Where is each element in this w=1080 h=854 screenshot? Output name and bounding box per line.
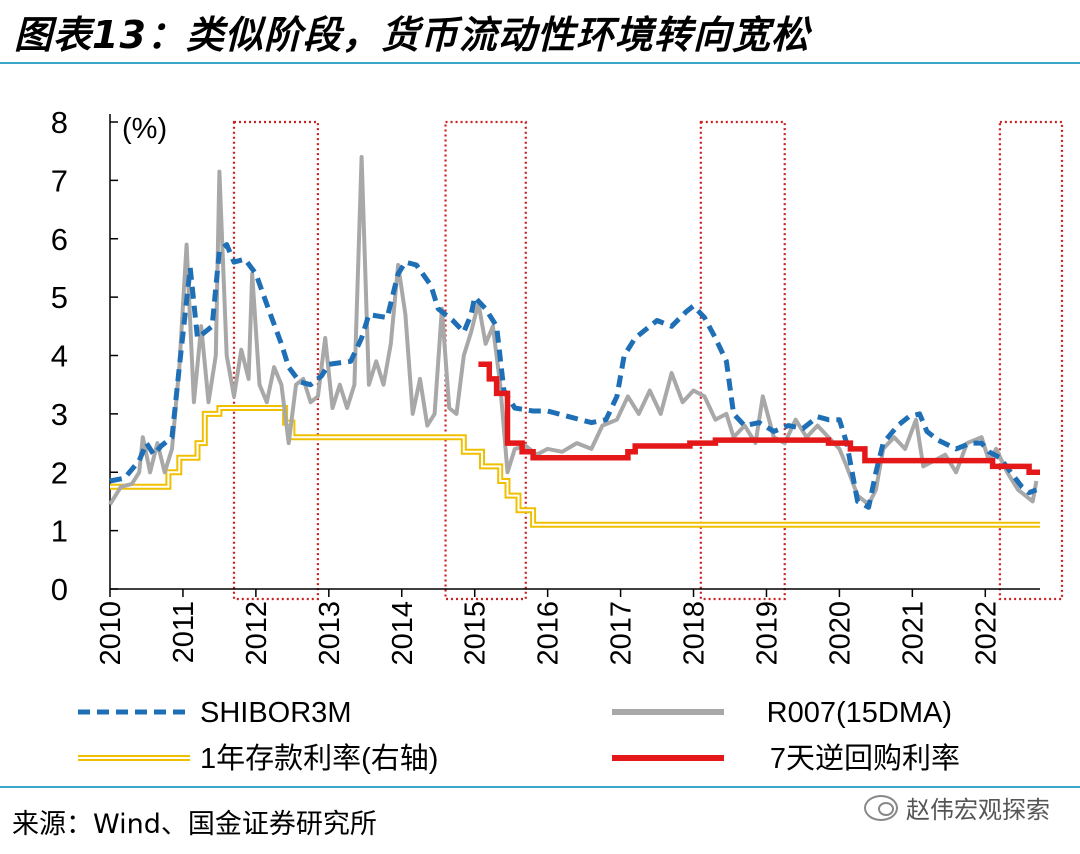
- chart-title: 图表13：类似阶段，货币流动性环境转向宽松: [14, 13, 810, 57]
- x-tick-label: 2016: [533, 601, 565, 666]
- series-line-reverse-repo: [478, 361, 1040, 476]
- y-tick-label: 0: [51, 572, 68, 607]
- legend-label: R007(15DMA): [767, 697, 952, 729]
- legend-label: 1年存款利率(右轴): [200, 742, 438, 775]
- chart-series: [108, 155, 1040, 528]
- legend-label: 7天逆回购利率: [770, 742, 960, 775]
- series-line-deposit-rate-inner: [110, 407, 1040, 526]
- wechat-icon: [864, 794, 898, 821]
- x-tick-label: 2010: [95, 601, 127, 666]
- y-tick-label: 2: [51, 455, 68, 490]
- x-tick-label: 2015: [460, 601, 492, 666]
- x-tick-label: 2022: [970, 601, 1002, 666]
- watermark-text: 赵伟宏观探索: [906, 796, 1050, 824]
- highlight-box: [998, 120, 1064, 601]
- y-tick-label: 7: [51, 163, 68, 198]
- x-tick-label: 2011: [168, 601, 200, 663]
- chart-legend: SHIBOR3M R007(15DMA) 1年存款利率(右轴) 7天逆回购利率: [78, 697, 960, 775]
- highlight-box: [699, 120, 786, 601]
- y-tick-label: 6: [51, 222, 68, 257]
- legend-label: SHIBOR3M: [200, 697, 351, 729]
- x-tick-label: 2014: [387, 601, 419, 666]
- y-tick-label: 1: [51, 514, 68, 549]
- y-tick-label: 3: [51, 397, 68, 432]
- y-tick-label: 8: [51, 105, 68, 140]
- highlight-box: [232, 120, 319, 601]
- source-note: 来源：Wind、国金证券研究所: [12, 809, 377, 840]
- x-tick-label: 2017: [606, 601, 638, 666]
- line-chart: 0 1 2 3 4 5 6 7 8 (%) 2010 2011 2012 2013 2014 2015 2016…: [51, 105, 1064, 775]
- y-tick-label: 5: [51, 280, 68, 315]
- x-tick-label: 2013: [314, 601, 346, 666]
- y-unit-label: (%): [122, 113, 167, 145]
- x-tick-label: 2021: [897, 601, 929, 666]
- x-tick-label: 2018: [679, 601, 711, 666]
- footer-divider: [0, 786, 1080, 788]
- x-tick-label: 2019: [751, 601, 783, 666]
- series-line-r007: [108, 155, 1039, 507]
- watermark: 赵伟宏观探索: [864, 790, 1050, 825]
- highlight-box: [444, 120, 527, 601]
- chart-axes: 0 1 2 3 4 5 6 7 8 (%) 2010 2011 2012 2013 2014 2015 2016…: [51, 105, 1040, 666]
- y-tick-label: 4: [51, 339, 68, 374]
- x-tick-label: 2020: [824, 601, 856, 666]
- series-line-shibor3m: [109, 242, 1038, 510]
- x-tick-label: 2012: [241, 601, 273, 666]
- title-divider: [0, 62, 1080, 64]
